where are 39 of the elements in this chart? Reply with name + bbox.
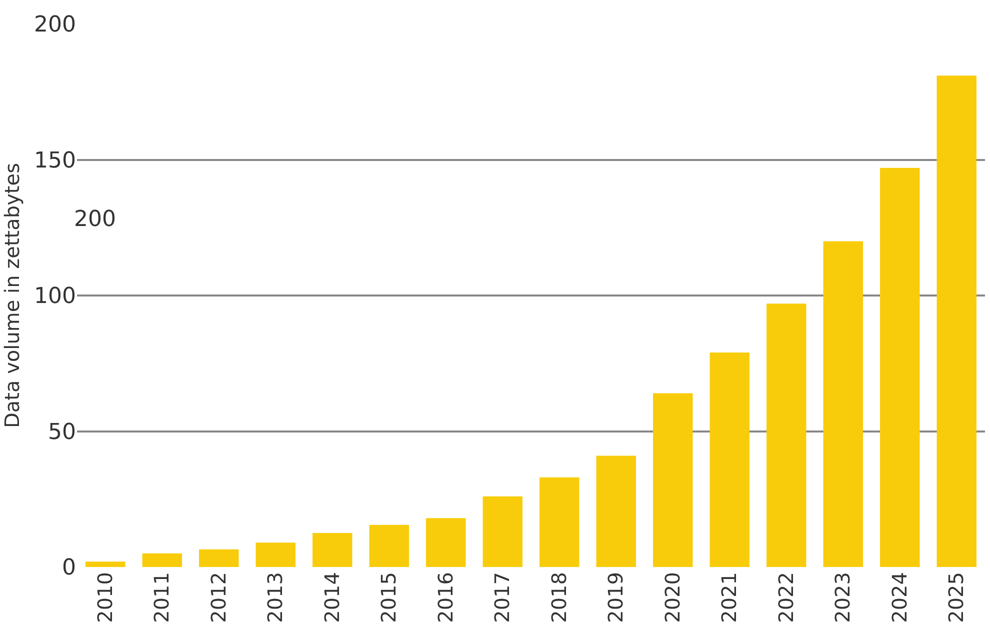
bar xyxy=(766,304,806,567)
y-tick-label: 150 xyxy=(34,148,76,174)
bar xyxy=(936,76,976,567)
x-tick-label: 2015 xyxy=(376,572,401,623)
x-tick-label: 2025 xyxy=(944,572,968,623)
x-tick-label: 2014 xyxy=(320,572,344,623)
x-tick-label: 2013 xyxy=(263,572,288,623)
y-tick-label: 100 xyxy=(34,284,76,310)
bar xyxy=(86,562,126,567)
x-tick-label: 2016 xyxy=(433,572,458,623)
bar xyxy=(142,553,182,567)
bar xyxy=(596,456,636,567)
bar xyxy=(312,533,352,567)
x-tick-label: 2019 xyxy=(604,572,628,623)
bar xyxy=(426,518,466,567)
x-tick-label: 2010 xyxy=(92,572,117,623)
bar xyxy=(880,168,920,567)
bar xyxy=(710,352,750,567)
bar xyxy=(540,477,580,567)
y-tick-label: 0 xyxy=(62,556,76,581)
bar xyxy=(256,542,296,567)
x-tick-label: 2017 xyxy=(490,572,514,623)
x-tick-label: 2012 xyxy=(206,572,230,623)
annotation: 200 xyxy=(74,207,116,232)
bar xyxy=(199,549,239,567)
x-tick-label: 2011 xyxy=(150,572,174,623)
y-tick-label: 200 xyxy=(34,12,76,38)
bar xyxy=(823,241,863,567)
bar xyxy=(482,496,522,567)
x-tick-label: 2023 xyxy=(830,572,855,623)
x-tick-label: 2021 xyxy=(717,572,742,623)
x-tick-label: 2020 xyxy=(660,572,684,623)
x-tick-label: 2022 xyxy=(774,572,798,623)
x-tick-label: 2018 xyxy=(546,572,571,623)
y-tick-label: 50 xyxy=(48,420,76,445)
bar xyxy=(653,393,693,567)
bar xyxy=(369,524,409,567)
x-tick-label: 2024 xyxy=(887,572,912,623)
y-axis-title: Data volume in zettabytes xyxy=(0,163,24,428)
